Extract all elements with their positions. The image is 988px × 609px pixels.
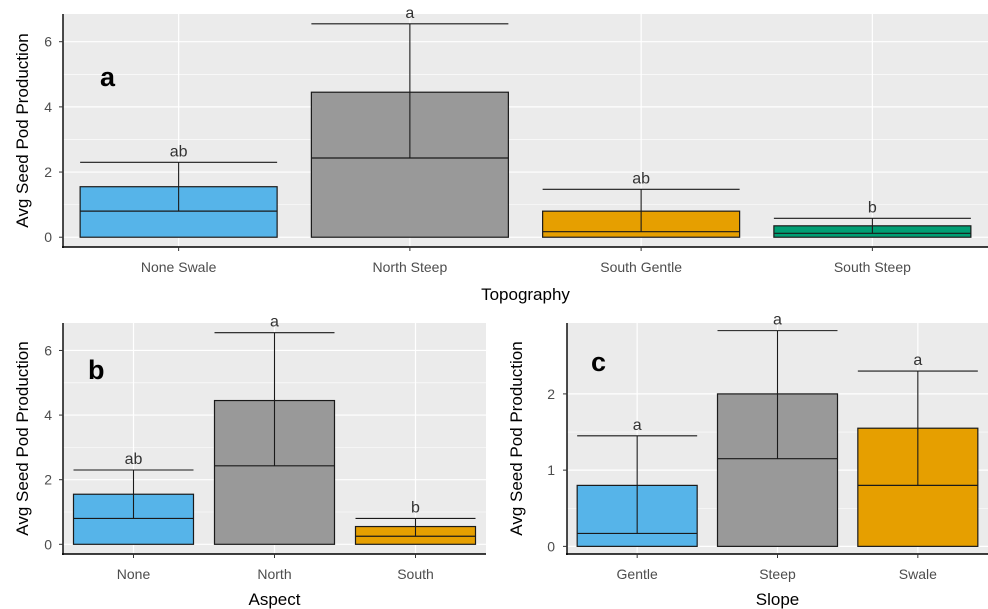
y-tick-label: 4 [44, 407, 52, 423]
x-tick-label: Swale [899, 566, 937, 582]
x-tick-label: South Gentle [600, 259, 682, 275]
y-tick-label: 4 [44, 99, 52, 115]
significance-label: ab [125, 451, 143, 468]
y-tick-label: 1 [547, 462, 555, 478]
x-tick-label: South [397, 566, 434, 582]
significance-label: a [270, 314, 279, 331]
panel-tag-label: a [100, 62, 116, 92]
significance-label: a [913, 352, 922, 369]
y-tick-label: 0 [44, 536, 52, 552]
x-tick-label: South Steep [834, 259, 911, 275]
significance-label: b [411, 499, 420, 516]
x-tick-label: Steep [759, 566, 796, 582]
panel-a: ab a ab b 0 2 4 6 None Swale North Steep South Gen… [13, 5, 988, 304]
y-tick-label: 2 [44, 164, 52, 180]
x-tick-label: North [257, 566, 291, 582]
y-tick-label: 6 [44, 342, 52, 358]
significance-label: ab [170, 143, 188, 160]
y-tick-label: 0 [547, 538, 555, 554]
y-tick-label: 6 [44, 34, 52, 50]
x-tick-label: Gentle [617, 566, 658, 582]
x-axis-title: Topography [481, 285, 570, 304]
significance-label: a [773, 312, 782, 329]
significance-label: a [405, 5, 414, 22]
significance-label: b [868, 199, 877, 216]
significance-label: ab [632, 170, 650, 187]
x-axis-title: Aspect [249, 590, 301, 609]
x-axis-title: Slope [756, 590, 799, 609]
x-tick-label: None [117, 566, 151, 582]
y-axis-title: Avg Seed Pod Production [13, 33, 32, 227]
panel-c: a a a 0 1 2 Gentle Steep Swale Slope Avg Seed Pod … [507, 312, 988, 609]
y-axis-title: Avg Seed Pod Production [13, 341, 32, 535]
y-tick-label: 2 [44, 472, 52, 488]
y-tick-label: 0 [44, 229, 52, 245]
y-axis-title: Avg Seed Pod Production [507, 341, 526, 535]
y-tick-label: 2 [547, 386, 555, 402]
significance-label: a [633, 417, 642, 434]
panel-tag-label: b [88, 355, 105, 385]
panel-tag-label: c [591, 347, 606, 377]
x-tick-label: None Swale [141, 259, 217, 275]
x-tick-label: North Steep [373, 259, 448, 275]
